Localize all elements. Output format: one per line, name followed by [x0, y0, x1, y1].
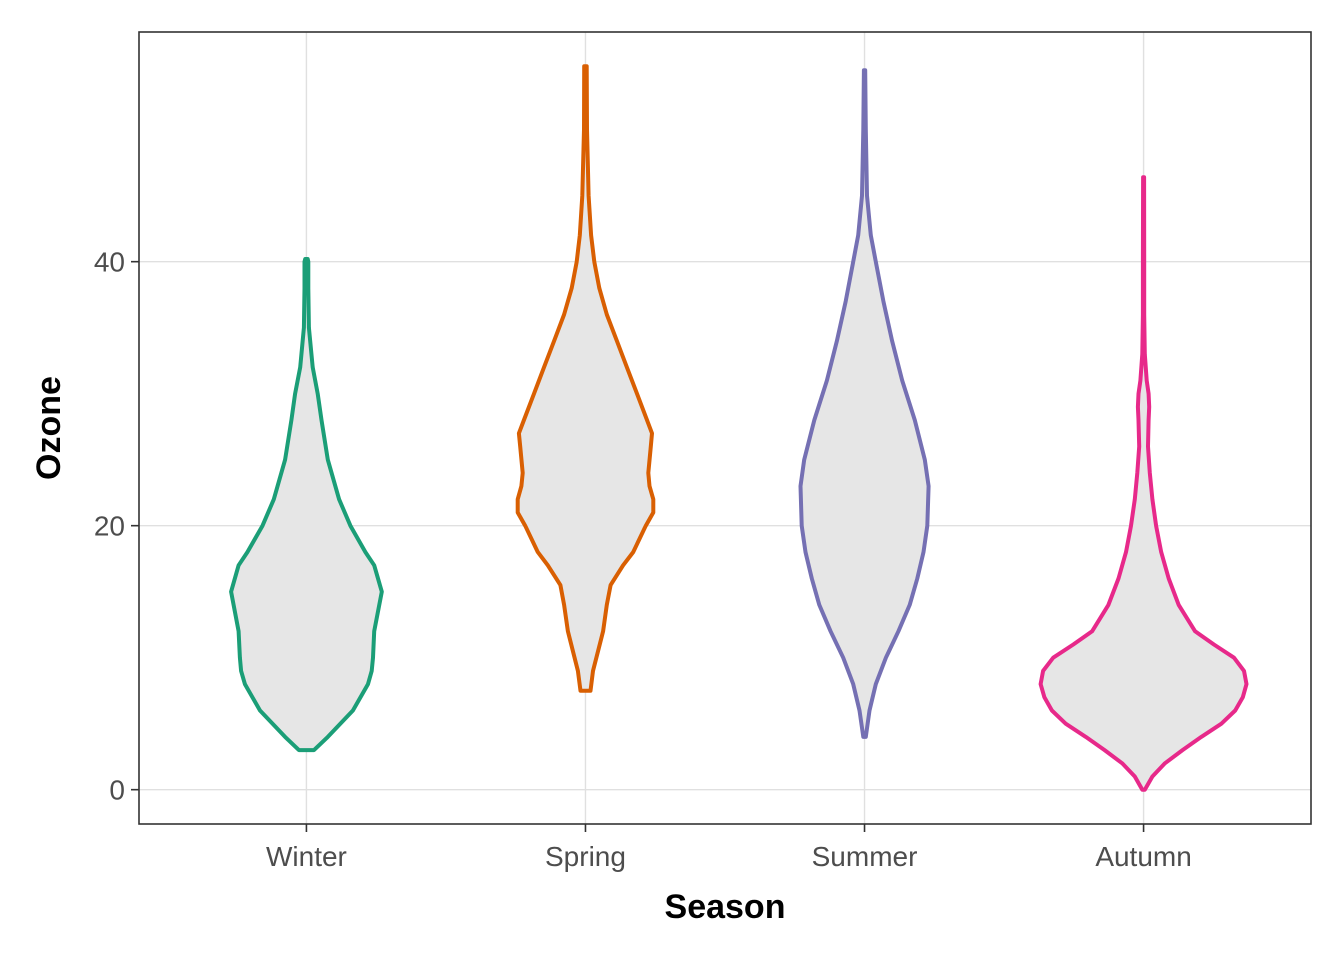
- x-axis-title: Season: [665, 888, 786, 926]
- violin-autumn: [1038, 175, 1249, 792]
- x-tick-label-winter: Winter: [266, 841, 347, 872]
- x-tick-label-summer: Summer: [812, 841, 918, 872]
- y-tick-label-0: 0: [109, 775, 125, 806]
- x-tick-label-spring: Spring: [545, 841, 626, 872]
- x-tick-label-autumn: Autumn: [1095, 841, 1192, 872]
- violin-spring: [515, 64, 656, 693]
- panel-border: [138, 31, 1312, 825]
- x-axis: Winter Spring Summer Autumn: [266, 824, 1192, 872]
- y-axis: 0 20 40: [94, 247, 139, 806]
- y-tick-label-20: 20: [94, 511, 125, 542]
- violin-summer: [798, 68, 931, 739]
- y-axis-title: Ozone: [30, 376, 68, 480]
- violins: [229, 64, 1249, 792]
- y-tick-label-40: 40: [94, 247, 125, 278]
- violin-winter: [229, 257, 384, 753]
